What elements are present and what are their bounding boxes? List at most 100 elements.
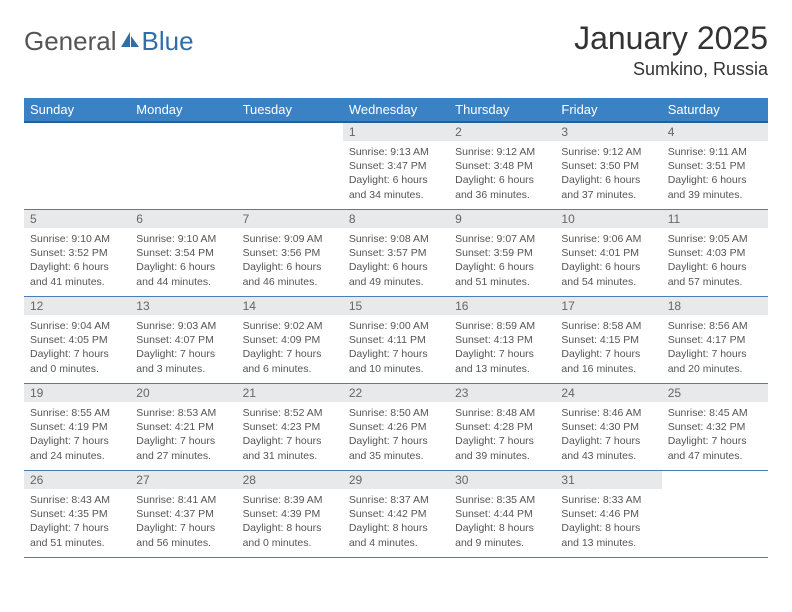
calendar-week-row: 5Sunrise: 9:10 AMSunset: 3:52 PMDaylight… xyxy=(24,210,768,297)
day-number: 3 xyxy=(555,123,661,141)
day-number: 12 xyxy=(24,297,130,315)
day-info: Sunrise: 9:05 AMSunset: 4:03 PMDaylight:… xyxy=(662,228,768,293)
day-info: Sunrise: 8:50 AMSunset: 4:26 PMDaylight:… xyxy=(343,402,449,467)
logo-text-blue: Blue xyxy=(142,26,194,57)
day-info: Sunrise: 8:56 AMSunset: 4:17 PMDaylight:… xyxy=(662,315,768,380)
day-info: Sunrise: 8:37 AMSunset: 4:42 PMDaylight:… xyxy=(343,489,449,554)
calendar-day-cell: 22Sunrise: 8:50 AMSunset: 4:26 PMDayligh… xyxy=(343,384,449,471)
weekday-header: Sunday xyxy=(24,98,130,122)
calendar-day-cell: 15Sunrise: 9:00 AMSunset: 4:11 PMDayligh… xyxy=(343,297,449,384)
calendar-day-cell: 26Sunrise: 8:43 AMSunset: 4:35 PMDayligh… xyxy=(24,471,130,558)
day-info: Sunrise: 8:53 AMSunset: 4:21 PMDaylight:… xyxy=(130,402,236,467)
calendar-day-cell: 1Sunrise: 9:13 AMSunset: 3:47 PMDaylight… xyxy=(343,122,449,210)
calendar-day-cell: 25Sunrise: 8:45 AMSunset: 4:32 PMDayligh… xyxy=(662,384,768,471)
calendar-day-cell: 18Sunrise: 8:56 AMSunset: 4:17 PMDayligh… xyxy=(662,297,768,384)
weekday-header: Wednesday xyxy=(343,98,449,122)
day-info: Sunrise: 9:03 AMSunset: 4:07 PMDaylight:… xyxy=(130,315,236,380)
day-number: 24 xyxy=(555,384,661,402)
day-number: 8 xyxy=(343,210,449,228)
calendar-day-cell xyxy=(130,122,236,210)
calendar-day-cell: 11Sunrise: 9:05 AMSunset: 4:03 PMDayligh… xyxy=(662,210,768,297)
page-header: General Blue January 2025 Sumkino, Russi… xyxy=(24,20,768,80)
day-info: Sunrise: 9:10 AMSunset: 3:52 PMDaylight:… xyxy=(24,228,130,293)
day-number: 19 xyxy=(24,384,130,402)
day-info: Sunrise: 9:12 AMSunset: 3:48 PMDaylight:… xyxy=(449,141,555,206)
day-info: Sunrise: 9:00 AMSunset: 4:11 PMDaylight:… xyxy=(343,315,449,380)
day-number: 10 xyxy=(555,210,661,228)
day-info: Sunrise: 9:02 AMSunset: 4:09 PMDaylight:… xyxy=(237,315,343,380)
day-info: Sunrise: 9:13 AMSunset: 3:47 PMDaylight:… xyxy=(343,141,449,206)
day-info: Sunrise: 9:06 AMSunset: 4:01 PMDaylight:… xyxy=(555,228,661,293)
calendar-week-row: 26Sunrise: 8:43 AMSunset: 4:35 PMDayligh… xyxy=(24,471,768,558)
title-block: January 2025 Sumkino, Russia xyxy=(574,20,768,80)
calendar-day-cell: 24Sunrise: 8:46 AMSunset: 4:30 PMDayligh… xyxy=(555,384,661,471)
calendar-day-cell: 3Sunrise: 9:12 AMSunset: 3:50 PMDaylight… xyxy=(555,122,661,210)
day-info: Sunrise: 8:35 AMSunset: 4:44 PMDaylight:… xyxy=(449,489,555,554)
day-info: Sunrise: 8:43 AMSunset: 4:35 PMDaylight:… xyxy=(24,489,130,554)
calendar-day-cell: 17Sunrise: 8:58 AMSunset: 4:15 PMDayligh… xyxy=(555,297,661,384)
calendar-day-cell: 20Sunrise: 8:53 AMSunset: 4:21 PMDayligh… xyxy=(130,384,236,471)
day-number: 13 xyxy=(130,297,236,315)
day-number: 30 xyxy=(449,471,555,489)
calendar-day-cell: 27Sunrise: 8:41 AMSunset: 4:37 PMDayligh… xyxy=(130,471,236,558)
calendar-day-cell: 5Sunrise: 9:10 AMSunset: 3:52 PMDaylight… xyxy=(24,210,130,297)
calendar-day-cell: 14Sunrise: 9:02 AMSunset: 4:09 PMDayligh… xyxy=(237,297,343,384)
calendar-day-cell xyxy=(24,122,130,210)
weekday-header: Friday xyxy=(555,98,661,122)
day-number: 6 xyxy=(130,210,236,228)
day-info: Sunrise: 8:45 AMSunset: 4:32 PMDaylight:… xyxy=(662,402,768,467)
location: Sumkino, Russia xyxy=(574,59,768,80)
day-number: 20 xyxy=(130,384,236,402)
weekday-header: Monday xyxy=(130,98,236,122)
day-number: 28 xyxy=(237,471,343,489)
calendar-day-cell: 30Sunrise: 8:35 AMSunset: 4:44 PMDayligh… xyxy=(449,471,555,558)
calendar-day-cell: 28Sunrise: 8:39 AMSunset: 4:39 PMDayligh… xyxy=(237,471,343,558)
day-info: Sunrise: 9:04 AMSunset: 4:05 PMDaylight:… xyxy=(24,315,130,380)
day-info: Sunrise: 8:39 AMSunset: 4:39 PMDaylight:… xyxy=(237,489,343,554)
day-info: Sunrise: 8:41 AMSunset: 4:37 PMDaylight:… xyxy=(130,489,236,554)
calendar-day-cell: 19Sunrise: 8:55 AMSunset: 4:19 PMDayligh… xyxy=(24,384,130,471)
calendar-day-cell: 31Sunrise: 8:33 AMSunset: 4:46 PMDayligh… xyxy=(555,471,661,558)
day-number: 1 xyxy=(343,123,449,141)
day-info: Sunrise: 9:08 AMSunset: 3:57 PMDaylight:… xyxy=(343,228,449,293)
weekday-header: Thursday xyxy=(449,98,555,122)
calendar-table: SundayMondayTuesdayWednesdayThursdayFrid… xyxy=(24,98,768,558)
day-number: 2 xyxy=(449,123,555,141)
day-info: Sunrise: 8:46 AMSunset: 4:30 PMDaylight:… xyxy=(555,402,661,467)
logo: General Blue xyxy=(24,26,194,57)
calendar-day-cell: 21Sunrise: 8:52 AMSunset: 4:23 PMDayligh… xyxy=(237,384,343,471)
logo-sail-icon xyxy=(119,26,141,57)
day-number: 5 xyxy=(24,210,130,228)
calendar-day-cell: 7Sunrise: 9:09 AMSunset: 3:56 PMDaylight… xyxy=(237,210,343,297)
day-info: Sunrise: 8:58 AMSunset: 4:15 PMDaylight:… xyxy=(555,315,661,380)
calendar-day-cell xyxy=(237,122,343,210)
day-info: Sunrise: 9:09 AMSunset: 3:56 PMDaylight:… xyxy=(237,228,343,293)
day-number: 9 xyxy=(449,210,555,228)
calendar-week-row: 12Sunrise: 9:04 AMSunset: 4:05 PMDayligh… xyxy=(24,297,768,384)
day-info: Sunrise: 9:12 AMSunset: 3:50 PMDaylight:… xyxy=(555,141,661,206)
day-info: Sunrise: 8:33 AMSunset: 4:46 PMDaylight:… xyxy=(555,489,661,554)
day-info: Sunrise: 8:48 AMSunset: 4:28 PMDaylight:… xyxy=(449,402,555,467)
day-info: Sunrise: 8:59 AMSunset: 4:13 PMDaylight:… xyxy=(449,315,555,380)
calendar-week-row: 1Sunrise: 9:13 AMSunset: 3:47 PMDaylight… xyxy=(24,122,768,210)
day-number: 29 xyxy=(343,471,449,489)
calendar-day-cell: 12Sunrise: 9:04 AMSunset: 4:05 PMDayligh… xyxy=(24,297,130,384)
day-number: 21 xyxy=(237,384,343,402)
calendar-day-cell: 13Sunrise: 9:03 AMSunset: 4:07 PMDayligh… xyxy=(130,297,236,384)
calendar-day-cell xyxy=(662,471,768,558)
calendar-day-cell: 10Sunrise: 9:06 AMSunset: 4:01 PMDayligh… xyxy=(555,210,661,297)
day-number: 4 xyxy=(662,123,768,141)
logo-text-general: General xyxy=(24,26,117,57)
calendar-day-cell: 16Sunrise: 8:59 AMSunset: 4:13 PMDayligh… xyxy=(449,297,555,384)
day-info: Sunrise: 9:07 AMSunset: 3:59 PMDaylight:… xyxy=(449,228,555,293)
day-number: 16 xyxy=(449,297,555,315)
day-number: 17 xyxy=(555,297,661,315)
weekday-header: Saturday xyxy=(662,98,768,122)
day-number: 22 xyxy=(343,384,449,402)
day-number: 31 xyxy=(555,471,661,489)
day-number: 26 xyxy=(24,471,130,489)
day-number: 11 xyxy=(662,210,768,228)
calendar-day-cell: 8Sunrise: 9:08 AMSunset: 3:57 PMDaylight… xyxy=(343,210,449,297)
calendar-day-cell: 2Sunrise: 9:12 AMSunset: 3:48 PMDaylight… xyxy=(449,122,555,210)
day-info: Sunrise: 8:52 AMSunset: 4:23 PMDaylight:… xyxy=(237,402,343,467)
